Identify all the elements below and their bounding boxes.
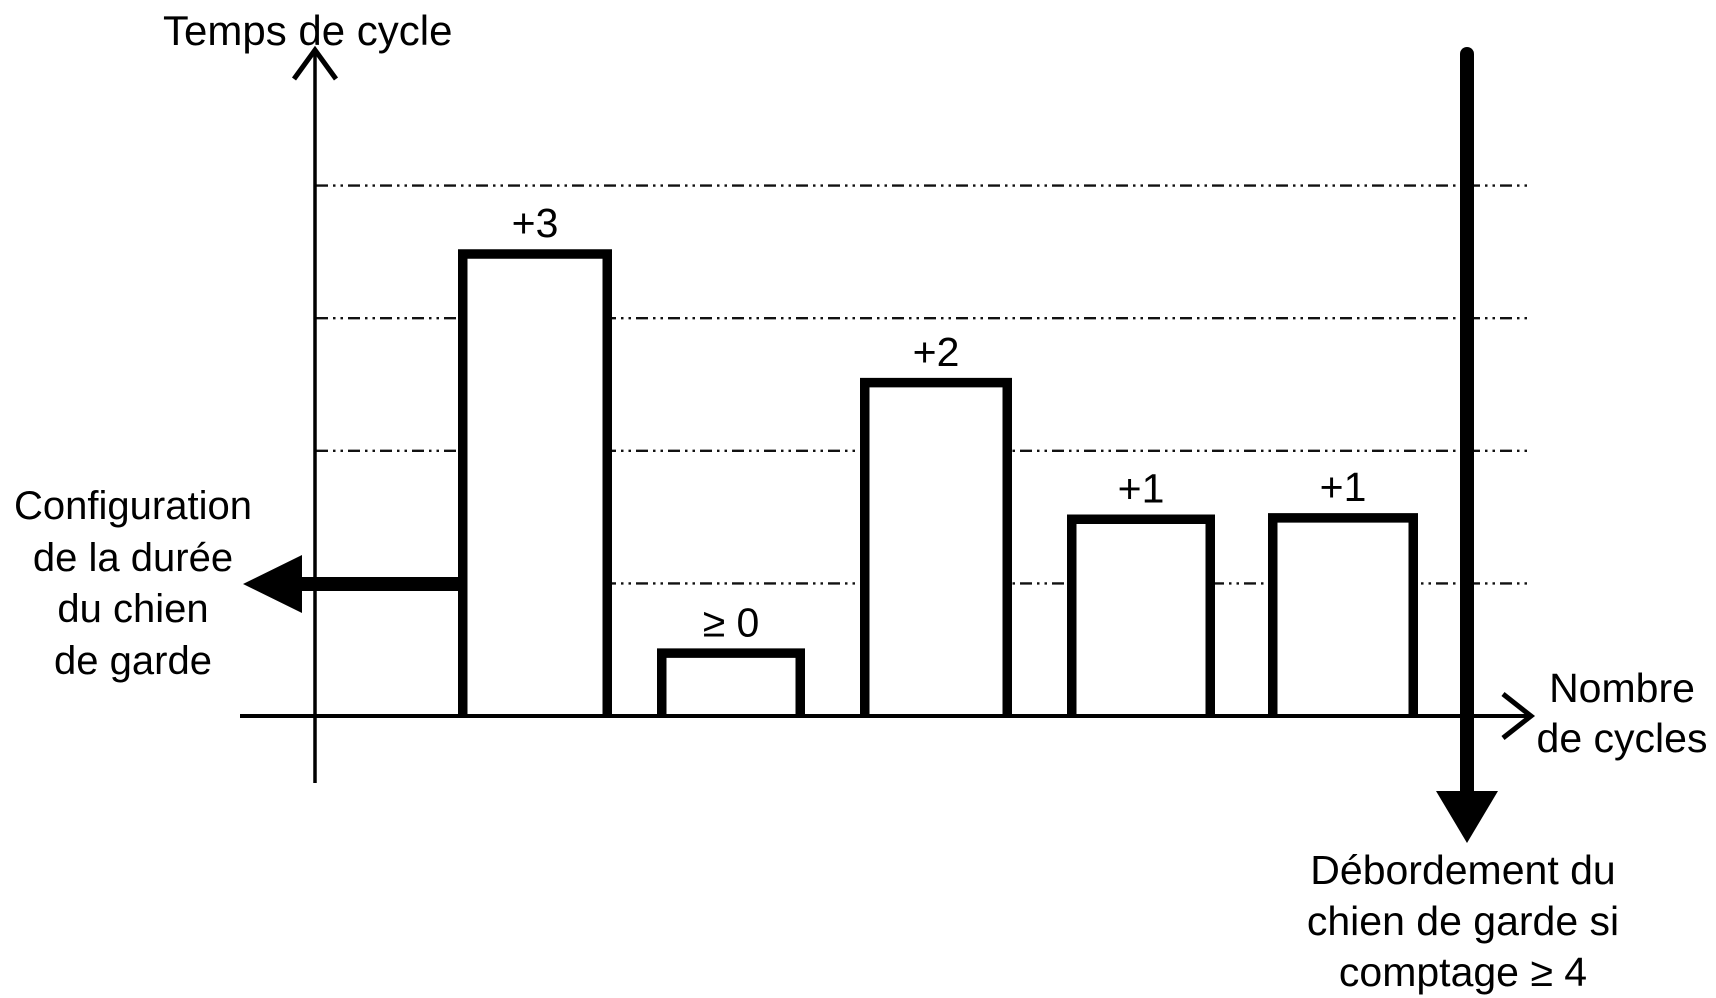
bar-cycle-1 <box>458 249 612 716</box>
config-annotation-line: Configuration <box>14 484 252 528</box>
bar-cycle-5 <box>1268 513 1418 716</box>
bar-cycle-4 <box>1067 514 1215 716</box>
config-annotation-line: de garde <box>54 638 212 683</box>
config-annotation-line: du chien <box>57 587 209 631</box>
bars-group: +3 ≥ 0 +2 +1 +1 <box>458 200 1418 716</box>
y-axis-title: Temps de cycle <box>163 7 453 54</box>
bar-cycle-3 <box>860 377 1012 716</box>
axes-group <box>240 45 1536 783</box>
bar-value-label: +1 <box>1118 465 1165 511</box>
overflow-arrow-head-icon <box>1436 791 1498 843</box>
x-axis-label-line: de cycles <box>1536 715 1708 761</box>
x-axis-label-line: Nombre <box>1549 665 1695 711</box>
x-axis-arrowhead-icon <box>1501 692 1536 740</box>
config-arrow-head-icon <box>243 555 302 613</box>
bar-value-label: ≥ 0 <box>703 599 760 645</box>
bar-cycle-2 <box>657 648 805 716</box>
overflow-annotation-line: comptage ≥ 4 <box>1338 949 1588 995</box>
x-axis-label: Nombre de cycles <box>1533 663 1711 763</box>
bar-value-label: +2 <box>913 329 960 375</box>
bar-value-label: +1 <box>1320 464 1367 510</box>
watchdog-config-arrow <box>243 555 467 613</box>
overflow-annotation-line: chien de garde si <box>1306 898 1620 944</box>
watchdog-overflow-arrow <box>1436 47 1498 843</box>
bar-value-label: +3 <box>512 200 559 246</box>
overflow-annotation: Débordement du chien de garde si comptag… <box>1290 845 1636 998</box>
overflow-annotation-line: Débordement du <box>1310 847 1616 893</box>
config-annotation-line: de la durée <box>32 535 234 580</box>
config-annotation: Configuration de la durée du chien de ga… <box>0 481 266 687</box>
y-axis-arrowhead-icon <box>291 45 339 81</box>
